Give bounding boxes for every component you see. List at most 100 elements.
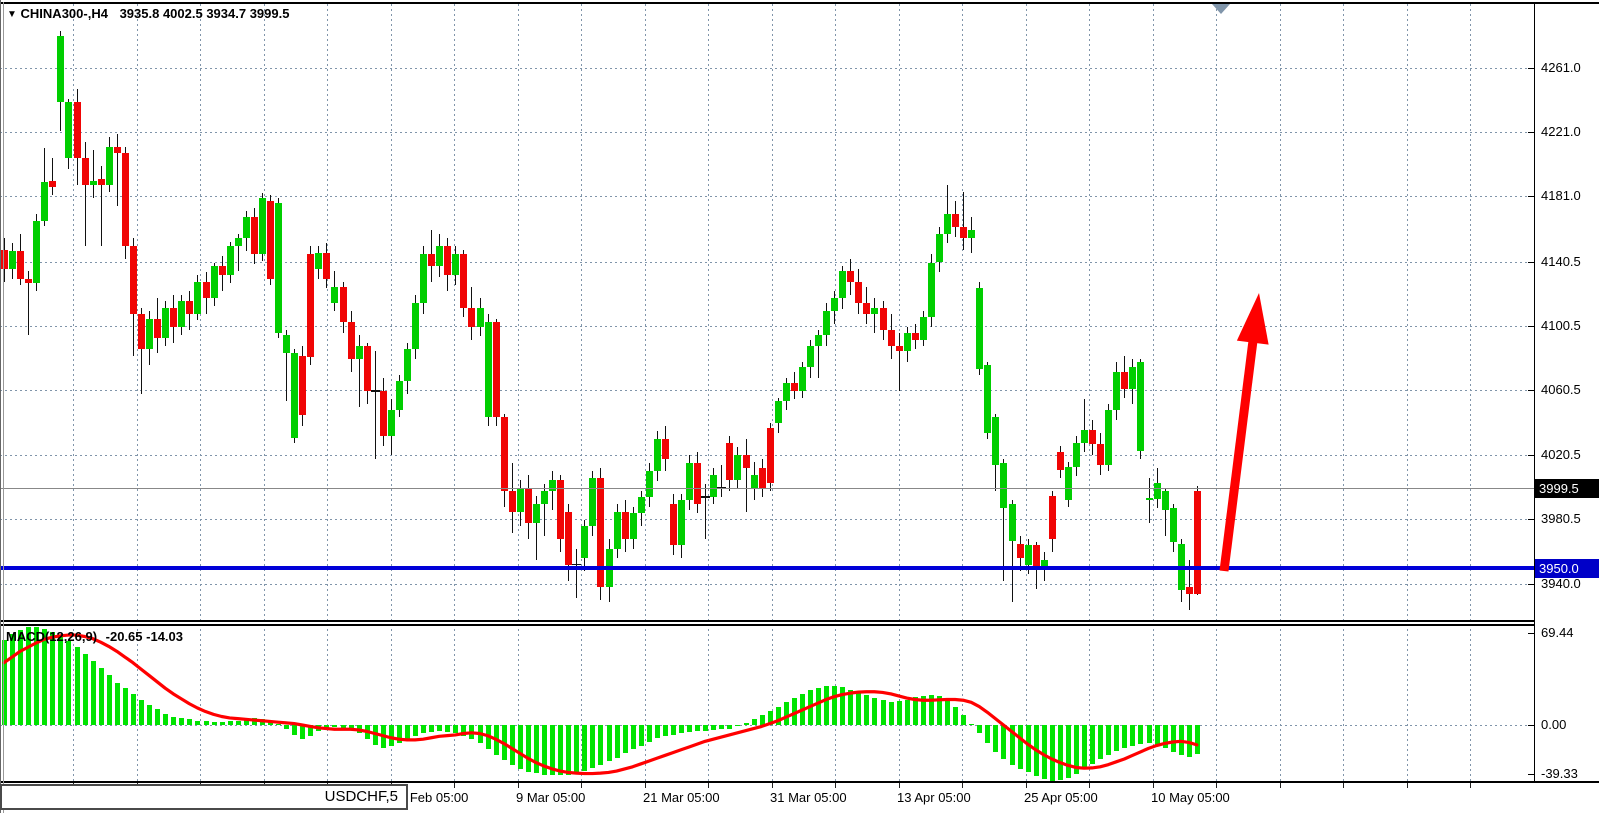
macd-histogram-bar — [703, 725, 709, 731]
macd-histogram-bar — [195, 720, 201, 725]
candle-body — [678, 500, 686, 546]
macd-histogram-bar — [139, 699, 145, 725]
price-axis-label: 4140.5 — [1541, 254, 1581, 269]
candle-body — [404, 349, 411, 382]
v-gridline — [454, 4, 455, 781]
macd-histogram-bar — [147, 705, 153, 725]
candle-body — [1121, 371, 1129, 390]
candle-body — [734, 455, 742, 480]
current-price-line — [0, 488, 1534, 489]
candle-body — [726, 442, 734, 480]
time-axis-tick — [1026, 783, 1027, 788]
collapse-triangle-icon[interactable]: ▼ — [7, 9, 17, 20]
macd-histogram-bar — [1122, 725, 1128, 749]
candle-body — [871, 307, 879, 314]
time-axis-tick — [1343, 783, 1344, 788]
macd-histogram-bar — [816, 688, 822, 725]
candle-body — [436, 246, 444, 266]
time-axis-tick — [1216, 783, 1217, 788]
macd-histogram-bar — [42, 628, 48, 725]
candle-body — [1161, 490, 1169, 511]
macd-histogram-bar — [300, 725, 306, 740]
time-axis-tick — [1470, 783, 1471, 788]
macd-histogram-bar — [461, 725, 467, 737]
v-gridline — [1153, 4, 1154, 781]
candle-body — [774, 400, 782, 424]
time-axis-label: 31 Mar 05:00 — [770, 790, 847, 805]
macd-axis-tick — [1528, 725, 1534, 726]
candle-body — [17, 251, 25, 279]
macd-histogram-bar — [340, 725, 346, 728]
macd-axis-tick — [1528, 774, 1534, 775]
candle-body — [283, 334, 291, 353]
price-axis-label: 3940.0 — [1541, 576, 1581, 591]
candle-body — [492, 321, 500, 417]
macd-histogram-bar — [2, 640, 7, 725]
candle-wick — [898, 333, 900, 392]
candle-body — [565, 511, 573, 565]
candle-body — [49, 180, 57, 187]
candle-body — [468, 307, 476, 327]
time-axis-tick — [708, 783, 709, 788]
candle-body — [1064, 466, 1072, 501]
macd-histogram-bar — [904, 699, 910, 725]
candle-body — [25, 278, 33, 284]
macd-histogram-bar — [1130, 725, 1136, 747]
panel-divider-1[interactable] — [0, 620, 1534, 622]
h-gridline — [0, 68, 1534, 69]
candle-body — [1056, 452, 1064, 470]
ohlc-readout: 3935.8 4002.5 3934.7 3999.5 — [119, 6, 290, 21]
chart-title: ▼ CHINA300-,H4 3935.8 4002.5 3934.7 3999… — [7, 6, 289, 21]
macd-histogram-bar — [614, 725, 620, 758]
candle-body — [549, 479, 557, 491]
time-axis-label: 7 Feb 05:00 — [399, 790, 469, 805]
macd-histogram-bar — [1106, 725, 1112, 755]
price-axis-label: 4100.5 — [1541, 318, 1581, 333]
candle-body — [782, 383, 790, 401]
candle-body — [162, 307, 170, 339]
macd-histogram-bar — [654, 725, 660, 739]
macd-histogram-bar — [719, 725, 725, 730]
macd-histogram-bar — [969, 723, 975, 725]
candle-body — [597, 477, 605, 588]
candle-body — [41, 182, 49, 221]
candle-body — [653, 439, 661, 472]
candle-body — [121, 153, 129, 247]
candle-wick — [28, 270, 30, 335]
macd-histogram-bar — [936, 695, 942, 725]
candle-body — [1129, 366, 1137, 390]
price-axis-tick — [1528, 519, 1534, 520]
panel-divider-2[interactable] — [0, 624, 1534, 626]
candle-body — [428, 254, 436, 266]
macd-histogram-bar — [82, 654, 88, 725]
macd-histogram-bar — [429, 725, 435, 733]
macd-histogram-bar — [791, 698, 797, 725]
candle-body — [621, 511, 629, 539]
candle-body — [895, 346, 903, 351]
candle-body — [484, 321, 492, 417]
candle-wick — [237, 233, 239, 271]
macd-histogram-bar — [26, 626, 32, 725]
candle-body — [589, 477, 597, 527]
macd-histogram-bar — [759, 715, 765, 725]
v-gridline — [1407, 4, 1408, 781]
time-axis-tick — [1089, 783, 1090, 788]
macd-histogram-bar — [598, 725, 604, 765]
candle-body — [315, 252, 323, 269]
support-line[interactable] — [0, 566, 1534, 570]
candle-body — [323, 252, 331, 279]
price-axis-label: 4060.5 — [1541, 382, 1581, 397]
candle-body — [863, 302, 871, 314]
candle-wick — [576, 548, 578, 599]
symbol-box[interactable]: USDCHF,5 — [0, 784, 408, 810]
candle-body — [1145, 498, 1153, 501]
candle-body — [1000, 463, 1008, 509]
macd-histogram-bar — [405, 725, 410, 741]
v-gridline — [581, 4, 582, 781]
candle-body — [750, 474, 758, 488]
time-axis-tick — [772, 783, 773, 788]
macd-histogram-bar — [50, 631, 56, 725]
candle-body — [444, 246, 452, 276]
